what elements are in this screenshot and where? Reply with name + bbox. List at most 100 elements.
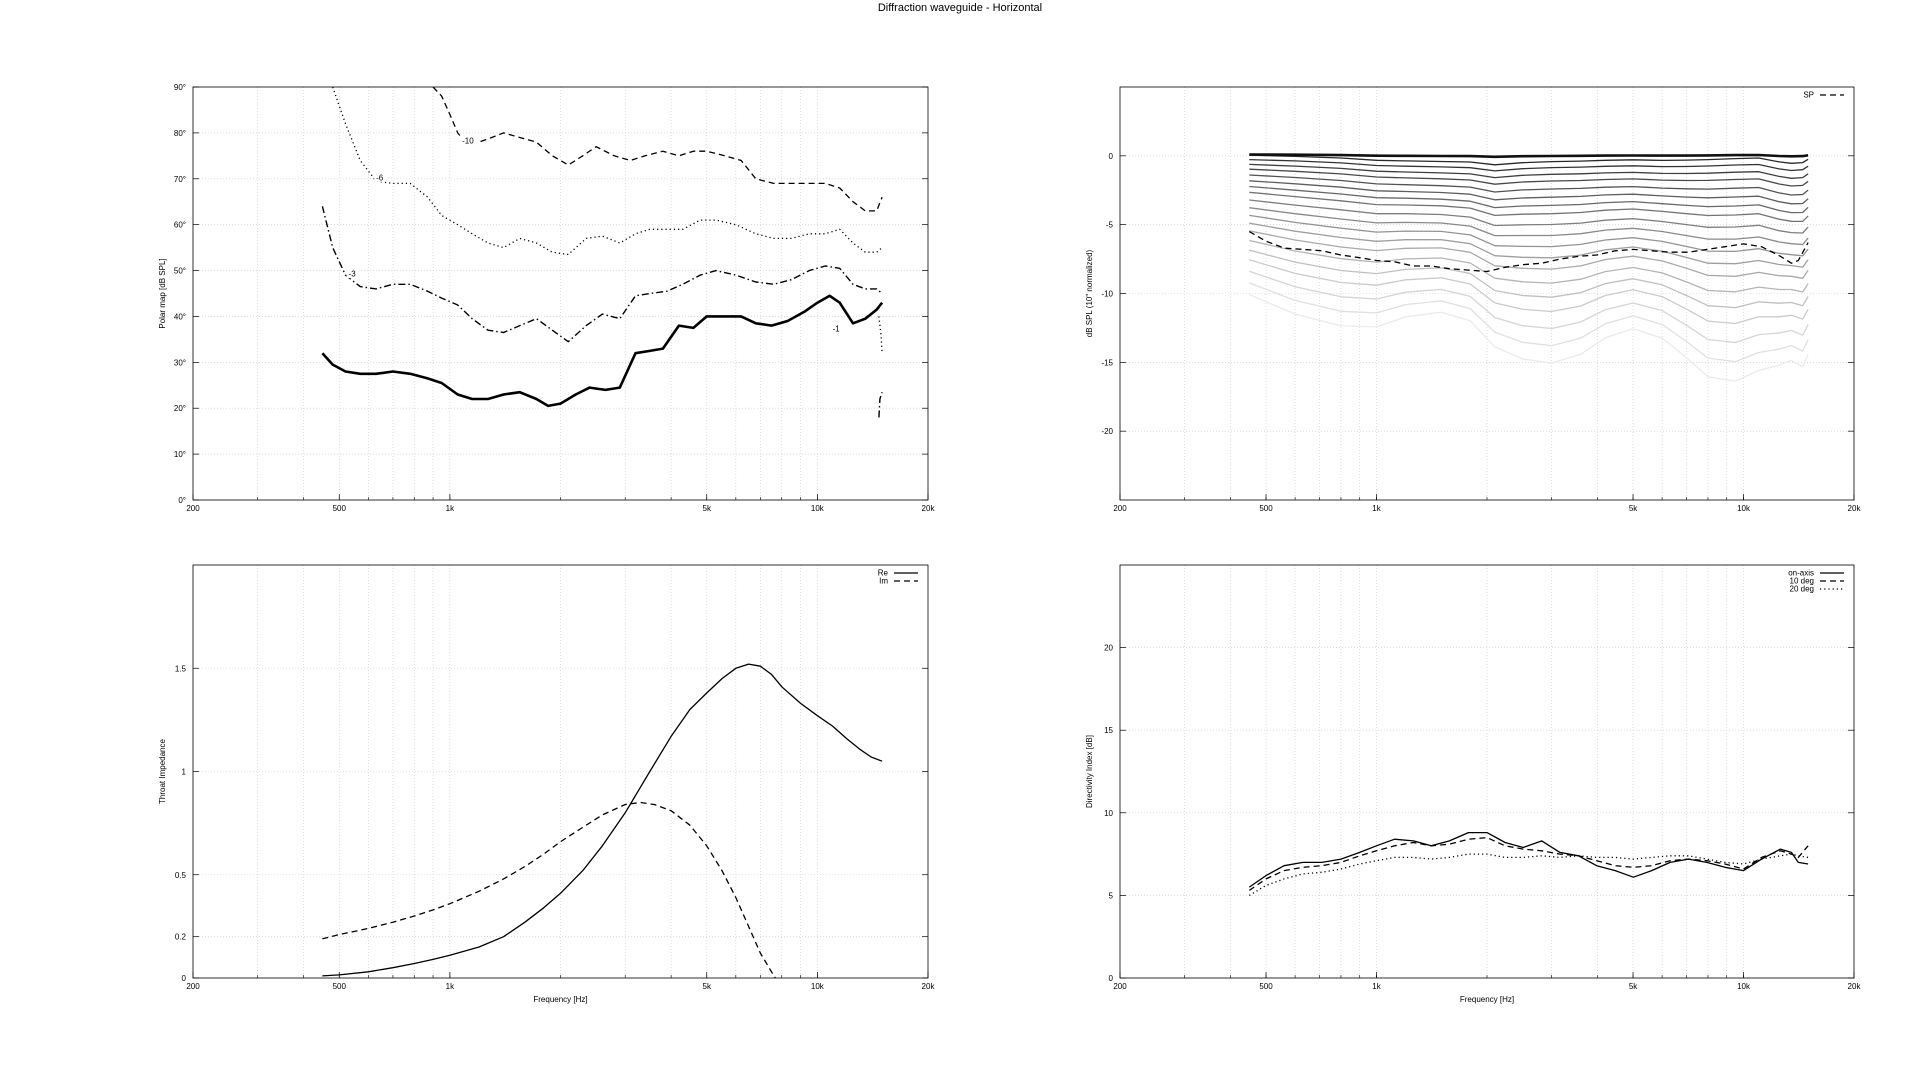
polar-contour-label-bg	[374, 172, 389, 182]
spl-ytick-label: 0	[1109, 152, 1114, 161]
polar-ytick-label: 70°	[174, 175, 186, 184]
directivity-xtick-label: 10k	[1737, 982, 1751, 991]
spl-ytick-label: -5	[1106, 221, 1114, 230]
impedance-xtick-label: 10k	[811, 982, 825, 991]
polar-ytick-label: 90°	[174, 83, 186, 92]
polar-xtick-label: 200	[186, 504, 200, 513]
spl-angle-curve	[1249, 163, 1809, 179]
polar-frame	[192, 86, 929, 501]
spl-xtick-label: 200	[1113, 504, 1127, 513]
spl-xtick-label: 20k	[1848, 504, 1862, 513]
polar-contour-line	[332, 87, 883, 256]
impedance-ytick-label: 0.5	[175, 871, 187, 880]
spl-ytick-label: -10	[1101, 290, 1113, 299]
polar-ytick-label: 50°	[174, 267, 186, 276]
polar-contour-line	[878, 391, 883, 418]
directivity-xtick-label: 20k	[1848, 982, 1862, 991]
directivity-legend-label: 20 deg	[1790, 585, 1814, 594]
impedance-xlabel: Frequency [Hz]	[533, 995, 587, 1004]
directivity-xtick-label: 1k	[1372, 982, 1381, 991]
spl-on-axis-curve	[1249, 153, 1809, 159]
polar-contour-line	[432, 87, 883, 212]
polar-contour-label-bg	[830, 324, 845, 334]
directivity-series-line	[1248, 853, 1809, 896]
spl-angle-curve	[1249, 293, 1809, 382]
directivity-series-line	[1248, 836, 1809, 891]
spl-angle-curve	[1249, 270, 1809, 344]
polar-contour-label: -3	[349, 270, 357, 279]
impedance-ylabel: Throat Impedance	[158, 738, 167, 803]
spl-ytick-label: -20	[1101, 427, 1113, 436]
impedance-ytick-label: 0	[182, 974, 187, 983]
directivity-ytick-label: 20	[1104, 644, 1113, 653]
directivity-ytick-label: 5	[1109, 891, 1114, 900]
polar-contour-label: -1	[833, 325, 841, 334]
spl-xtick-label: 5k	[1629, 504, 1638, 513]
impedance-ytick-label: 0.2	[175, 933, 187, 942]
impedance-xtick-label: 20k	[922, 982, 936, 991]
polar-contour-line	[321, 206, 883, 343]
spl-angle-curve	[1249, 180, 1809, 205]
spl-xtick-label: 1k	[1372, 504, 1381, 513]
polar-contour-label: -10	[462, 137, 474, 146]
impedance-xtick-label: 500	[333, 982, 347, 991]
spl-angle-curve	[1249, 158, 1809, 172]
spl-angle-curve	[1249, 239, 1809, 293]
directivity-xlabel: Frequency [Hz]	[1460, 995, 1514, 1004]
figure-title: Diffraction waveguide - Horizontal	[877, 2, 1043, 14]
impedance-series-line	[322, 663, 883, 977]
directivity-series-line	[1248, 831, 1809, 888]
directivity-ytick-label: 10	[1104, 809, 1113, 818]
spl-sp-curve	[1248, 231, 1809, 273]
polar-contour-label-bg	[346, 269, 361, 279]
impedance-xtick-label: 1k	[446, 982, 455, 991]
impedance-chart: 200 500 1k 5k 10k 20k 0 0.2 0.5 1 1.5 Frequency [Hz…	[158, 564, 936, 1004]
spl-angle-curve	[1249, 222, 1809, 268]
spl-chart: 200 500 1k 5k 10k 20k 0 -5 -10 -15 -20 dB SPL (10" …	[1085, 86, 1862, 513]
directivity-xtick-label: 500	[1259, 982, 1273, 991]
polar-contour-label-bg	[460, 136, 480, 146]
polar-ytick-label: 60°	[174, 221, 186, 230]
spl-angle-curve	[1249, 174, 1809, 196]
polar-xtick-label: 10k	[811, 504, 825, 513]
polar-ytick-label: 40°	[174, 312, 186, 321]
impedance-legend-label: Re	[878, 569, 889, 578]
directivity-ytick-label: 0	[1109, 974, 1114, 983]
directivity-xtick-label: 200	[1113, 982, 1127, 991]
impedance-series-line	[322, 801, 777, 978]
polar-xtick-label: 1k	[446, 504, 455, 513]
spl-angle-curve	[1249, 249, 1809, 309]
polar-xtick-label: 5k	[703, 504, 712, 513]
spl-xtick-label: 500	[1259, 504, 1273, 513]
spl-angle-curve	[1249, 214, 1809, 257]
spl-angle-curve	[1249, 207, 1809, 246]
polar-ytick-label: 20°	[174, 404, 186, 413]
polar-xtick-label: 500	[333, 504, 347, 513]
polar-ytick-label: 30°	[174, 358, 186, 367]
impedance-legend-label: Im	[879, 577, 888, 586]
directivity-chart: 200 500 1k 5k 10k 20k 0 5 10 15 20 Frequency [Hz] Di…	[1085, 564, 1862, 1004]
impedance-ytick-label: 1	[182, 768, 187, 777]
polar-contour-line	[878, 316, 883, 354]
directivity-xtick-label: 5k	[1629, 982, 1638, 991]
spl-xtick-label: 10k	[1737, 504, 1751, 513]
spl-angle-curve	[1249, 230, 1809, 279]
polar-contour-line	[321, 294, 884, 408]
directivity-legend-label: on-axis	[1788, 569, 1814, 578]
impedance-xtick-label: 200	[186, 982, 200, 991]
polar-chart: 200 500 1k 5k 10k 20k 0° 10° 20° 30° 40° 50° 60° 70° 8…	[158, 83, 935, 513]
spl-angle-curve	[1249, 168, 1809, 187]
spl-angle-curve	[1249, 282, 1809, 363]
polar-ytick-label: 0°	[178, 496, 186, 505]
spl-angle-curve	[1249, 185, 1809, 214]
directivity-ylabel: Directivity Index [dB]	[1085, 735, 1094, 808]
spl-angle-curve	[1249, 191, 1809, 223]
spl-legend-label: SP	[1803, 91, 1814, 100]
spl-angle-curve	[1249, 199, 1809, 234]
directivity-legend-label: 10 deg	[1790, 577, 1814, 586]
spl-angle-curve	[1249, 259, 1809, 325]
polar-ytick-label: 10°	[174, 450, 186, 459]
polar-contour-label: -6	[376, 173, 384, 182]
spl-ylabel: dB SPL (10" normalized)	[1085, 249, 1094, 337]
